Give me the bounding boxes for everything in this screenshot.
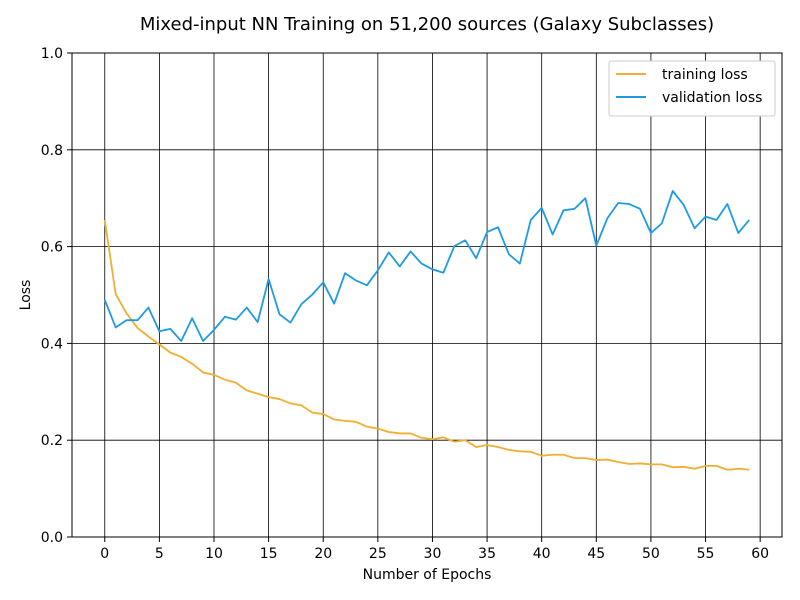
y-tick-label: 1.0 bbox=[41, 46, 63, 62]
x-tick-label: 40 bbox=[533, 546, 551, 562]
y-tick-label: 0.2 bbox=[41, 433, 63, 449]
y-tick-label: 0.8 bbox=[41, 143, 63, 159]
y-axis-ticks: 0.0 0.2 0.4 0.6 0.8 1.0 bbox=[41, 46, 72, 546]
training-loss-line bbox=[103, 219, 750, 471]
x-tick-label: 35 bbox=[478, 546, 496, 562]
y-tick-label: 0.0 bbox=[41, 530, 63, 546]
chart-title: Mixed-input NN Training on 51,200 source… bbox=[140, 14, 714, 35]
legend-label-training: training loss bbox=[662, 67, 748, 83]
x-tick-label: 60 bbox=[751, 546, 769, 562]
x-tick-label: 15 bbox=[260, 546, 278, 562]
x-tick-label: 25 bbox=[369, 546, 387, 562]
x-tick-label: 0 bbox=[100, 546, 109, 562]
legend-box bbox=[608, 60, 776, 117]
x-tick-label: 45 bbox=[587, 546, 605, 562]
legend-label-validation: validation loss bbox=[662, 90, 762, 106]
y-tick-label: 0.4 bbox=[41, 336, 63, 352]
x-tick-label: 50 bbox=[642, 546, 660, 562]
x-axis-label: Number of Epochs bbox=[363, 567, 492, 583]
x-tick-label: 55 bbox=[697, 546, 715, 562]
x-tick-label: 30 bbox=[424, 546, 442, 562]
x-tick-label: 5 bbox=[155, 546, 164, 562]
x-tick-label: 20 bbox=[314, 546, 332, 562]
legend: training loss validation loss bbox=[608, 60, 776, 117]
x-tick-label: 10 bbox=[205, 546, 223, 562]
x-axis-ticks: 0 5 10 15 20 25 30 35 40 45 50 55 60 bbox=[100, 537, 769, 562]
y-axis-label: Loss bbox=[18, 280, 34, 311]
grid-lines bbox=[72, 52, 782, 538]
series-lines bbox=[103, 190, 750, 471]
validation-loss-line bbox=[103, 190, 750, 342]
plot-frame bbox=[71, 52, 783, 538]
y-tick-label: 0.6 bbox=[41, 240, 63, 256]
